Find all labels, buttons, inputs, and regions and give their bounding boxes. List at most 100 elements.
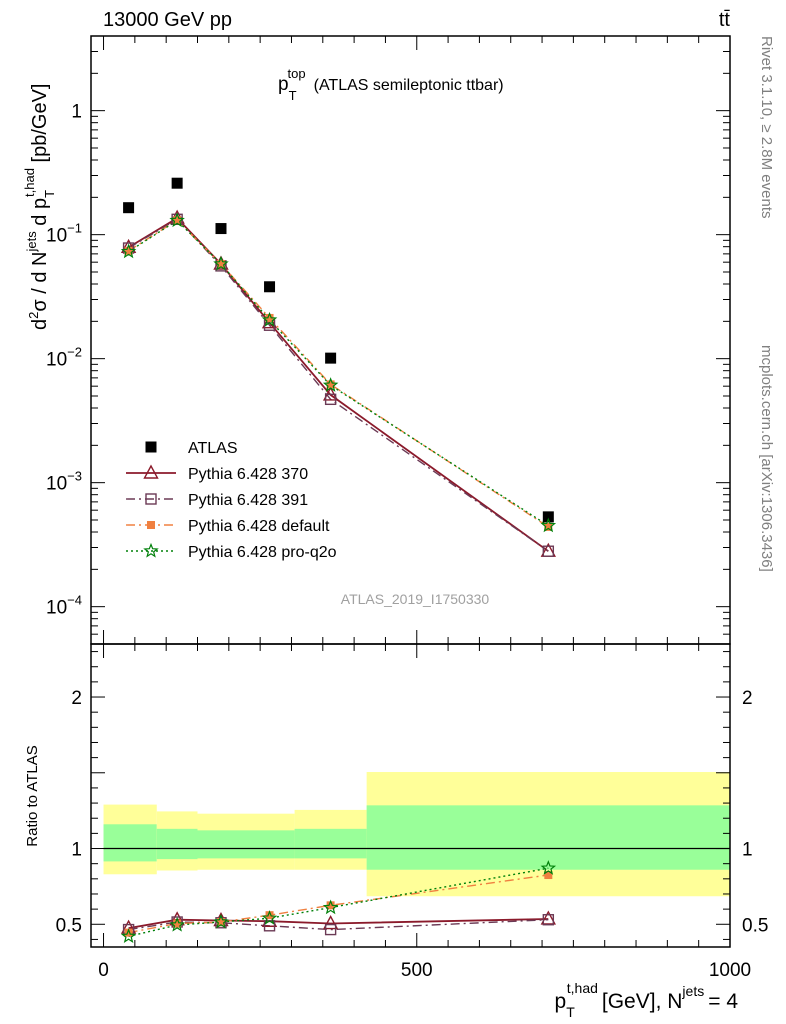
- main-atlas-point: [264, 281, 276, 293]
- legend-label: Pythia 6.428 370: [188, 466, 308, 483]
- legend-item-pythia-6-428-default: Pythia 6.428 default: [126, 518, 330, 535]
- main-pythia-6-428-391-point: [542, 545, 555, 557]
- main-pythia-6-428-pro-q2o-point: [540, 517, 557, 533]
- legend-item-pythia-6-428-pro-q2o: Pythia 6.428 pro-q2o: [126, 542, 337, 561]
- main-pythia-6-428-pro-q2o-line: [128, 219, 549, 527]
- ratio-pythia-6-428-391-point: [542, 914, 555, 926]
- main-y-axis-label: d2σ / d Njets d pTt,had [pb/GeV]: [22, 84, 57, 330]
- legend-label: Pythia 6.428 default: [188, 518, 330, 535]
- ratio-pythia-6-428-pro-q2o-point: [213, 913, 229, 929]
- ratio-band-inner: [197, 830, 295, 859]
- ratio-y-tick-label: 0.5: [56, 915, 82, 936]
- main-pythia-6-428-pro-q2o-point: [261, 311, 278, 327]
- ratio-y-tick-label-right: 1: [742, 840, 753, 861]
- main-pythia-6-428-default-point: [326, 380, 335, 389]
- main-frame: [90, 35, 731, 645]
- main-title: pTtop(ATLAS semileptonic ttbar): [278, 66, 504, 103]
- main-x-ticks: [103, 36, 731, 644]
- ratio-y-axis: 0.5 0.5 1 1 2 2: [56, 651, 768, 940]
- ratio-pythia-6-428-default-point: [265, 911, 274, 920]
- ratio-band-inner: [156, 828, 198, 860]
- legend-item-atlas: ATLAS: [145, 440, 238, 457]
- legend-item-pythia-6-428-391: Pythia 6.428 391: [126, 492, 308, 509]
- ratio-y-tick-label: 2: [71, 688, 82, 709]
- ratio-pythia-6-428-370-point: [540, 910, 556, 925]
- ratio-uncertainty-bands: [103, 772, 730, 897]
- main-pythia-6-428-default-point: [173, 216, 182, 225]
- ratio-frame: [90, 643, 731, 948]
- ratio-pythia-6-428-default-line: [128, 874, 549, 934]
- main-pythia-6-428-pro-q2o-point: [322, 377, 339, 392]
- ratio-pythia-6-428-pro-q2o-point: [322, 899, 339, 915]
- ratio-pythia-6-428-default-point: [216, 918, 225, 927]
- main-pythia-6-428-pro-q2o-point: [213, 255, 229, 271]
- x-tick-label: 0: [98, 960, 109, 981]
- ratio-y-axis-label: Ratio to ATLAS: [24, 745, 41, 846]
- main-pythia-6-428-370-line: [128, 216, 549, 552]
- main-pythia-6-428-pro-q2o-point: [120, 243, 137, 259]
- ratio-pythia-6-428-pro-q2o-point: [169, 916, 185, 932]
- analysis-id: ATLAS_2019_I1750330: [341, 591, 490, 607]
- main-pythia-6-428-default-point: [265, 313, 274, 322]
- ratio-y-tick-label-right: 0.5: [742, 915, 768, 936]
- ratio-pythia-6-428-391-point: [324, 923, 337, 936]
- main-pythia-6-428-pro-q2o-point: [169, 212, 185, 228]
- main-series-lines: [128, 216, 549, 552]
- main-pythia-6-428-391-line: [128, 218, 549, 552]
- ratio-pythia-6-428-370-point: [322, 915, 339, 930]
- legend-label: ATLAS: [188, 440, 238, 457]
- main-y-tick-label: 10−4: [46, 593, 82, 619]
- legend-label: Pythia 6.428 391: [188, 492, 308, 509]
- ratio-y-tick-label-right: 2: [742, 688, 753, 709]
- main-atlas-point: [542, 511, 554, 523]
- ratio-pythia-6-428-pro-q2o-point: [120, 928, 137, 943]
- ratio-pythia-6-428-370-line: [128, 918, 549, 929]
- rivet-label: Rivet 3.1.10, ≥ 2.8M events: [758, 36, 775, 219]
- ratio-band-inner: [103, 824, 157, 862]
- legend-item-pythia-6-428-370: Pythia 6.428 370: [126, 464, 308, 483]
- ratio-series-lines: [128, 867, 549, 938]
- legend-marker: [143, 464, 159, 479]
- ratio-pythia-6-428-default-point: [124, 928, 133, 937]
- ratio-pythia-6-428-391-line: [128, 919, 549, 931]
- legend-marker: [147, 521, 155, 529]
- legend-marker: [143, 542, 159, 558]
- main-pythia-6-428-default-point: [124, 246, 133, 255]
- main-y-tick-label: 10−2: [46, 345, 82, 371]
- main-pythia-6-428-default-point: [544, 522, 553, 531]
- ratio-y-tick-label: 1: [71, 840, 82, 861]
- ratio-pythia-6-428-pro-q2o-point: [540, 860, 557, 875]
- ratio-pythia-6-428-default-point: [326, 901, 335, 910]
- main-y-tick-label: 10−3: [46, 469, 82, 495]
- main-panel: 1 10−1 10−2 10−3 10−4 pTtop(ATLAS semilepton…: [22, 35, 731, 645]
- main-atlas-point: [215, 223, 227, 235]
- main-y-axis: 1 10−1 10−2 10−3 10−4: [46, 35, 730, 645]
- mcplots-label: mcplots.cern.ch [arXiv:1306.3436]: [758, 345, 775, 572]
- channel-label: tt̄: [719, 9, 731, 31]
- main-y-tick-label: 10−1: [46, 221, 82, 247]
- legend-marker: [145, 493, 157, 505]
- main-y-tick-label: 1: [71, 102, 82, 123]
- x-axis-label: pTt,had[GeV], Njets = 4: [555, 980, 739, 1020]
- ratio-panel: 0.5 0.5 1 1 2 2 0 500 1000 Ratio to ATLAS pTt,h…: [24, 643, 768, 1020]
- ratio-pythia-6-428-pro-q2o-line: [128, 867, 549, 938]
- x-tick-label: 500: [401, 960, 433, 981]
- legend-marker: [145, 441, 157, 453]
- ratio-pythia-6-428-default-point: [173, 919, 182, 928]
- legend: ATLAS Pythia 6.428 370 Pythia 6.428 391 Pyt…: [126, 440, 337, 561]
- main-pythia-6-428-391-point: [324, 393, 337, 406]
- ratio-pythia-6-428-pro-q2o-point: [261, 910, 278, 925]
- main-atlas-point: [123, 202, 135, 214]
- ratio-series-markers: [120, 860, 557, 943]
- legend-label: Pythia 6.428 pro-q2o: [188, 544, 337, 561]
- main-series-markers: [120, 177, 557, 557]
- ratio-pythia-6-428-default-point: [544, 871, 553, 880]
- main-pythia-6-428-default-point: [216, 259, 225, 268]
- x-tick-label: 1000: [709, 960, 751, 981]
- main-atlas-point: [325, 352, 337, 364]
- ratio-band-inner: [294, 828, 367, 859]
- ratio-band-inner: [366, 805, 730, 870]
- main-atlas-point: [171, 177, 183, 189]
- process-label: 13000 GeV pp: [103, 9, 232, 31]
